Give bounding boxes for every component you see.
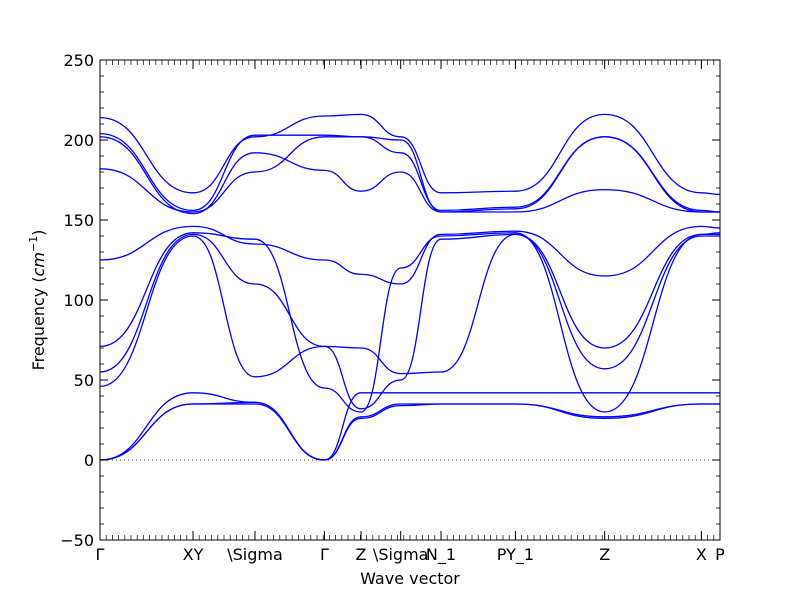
x-tick-label: \Sigma (373, 545, 429, 564)
band-line-6 (99, 232, 721, 413)
x-tick-label: N_1 (426, 545, 456, 565)
y-tick-label: 250 (63, 51, 94, 70)
band-line-3 (99, 392, 720, 461)
band-line-11 (99, 113, 721, 196)
band-line-9 (99, 136, 721, 215)
x-tick-label: X (696, 545, 707, 564)
y-tick-label: 200 (63, 131, 94, 150)
band-line-10 (99, 132, 720, 213)
band-line-5 (99, 233, 720, 410)
y-tick-label: 100 (63, 291, 94, 310)
y-tick-label: 50 (74, 371, 94, 390)
y-axis-label: Frequency (cm−1) (27, 230, 48, 371)
band-lines (99, 113, 721, 461)
x-tick-label: XY (183, 545, 204, 564)
y-tick-label: 0 (84, 451, 94, 470)
x-tick-label: Γ (320, 545, 329, 564)
y-tick-label: 150 (63, 211, 94, 230)
band-line-7 (99, 225, 721, 285)
axes-border (99, 59, 721, 541)
x-tick-label: \Sigma (227, 545, 283, 564)
x-tick-label: Z (599, 545, 610, 564)
x-tick-label: Γ (96, 545, 105, 564)
band-line-1 (99, 401, 720, 461)
x-tick-label: Z (356, 545, 367, 564)
x-tick-label: P (715, 545, 725, 564)
band-line-4 (99, 233, 720, 388)
y-tick-label: −50 (60, 531, 94, 550)
x-tick-label: PY_1 (497, 545, 534, 565)
band-line-8 (99, 136, 720, 213)
x-axis-label: Wave vector (360, 569, 460, 588)
axes-frame (99, 59, 721, 541)
band-line-2 (99, 403, 720, 461)
